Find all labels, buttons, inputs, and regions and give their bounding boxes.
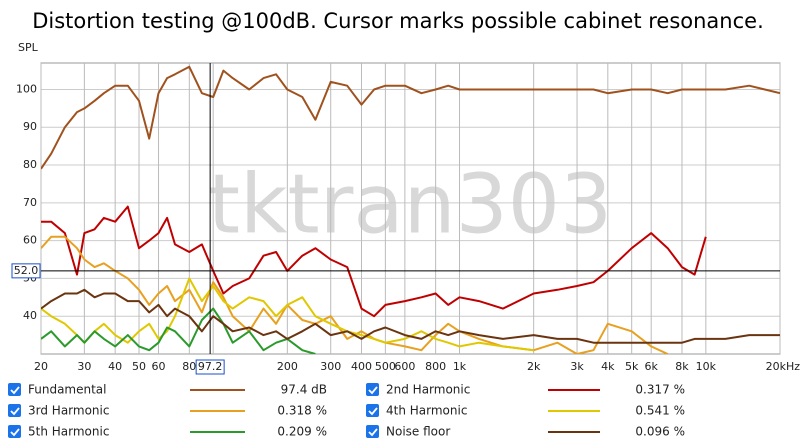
cursor-label-box bbox=[11, 263, 41, 279]
legend-name: Noise floor bbox=[386, 425, 450, 439]
y-tick-label: 40 bbox=[23, 309, 37, 322]
y-tick-label: 80 bbox=[23, 158, 37, 171]
x-tick-label: 400 bbox=[351, 360, 372, 373]
y-tick-label: 90 bbox=[23, 120, 37, 133]
legend-reading: 0.317 % bbox=[635, 383, 685, 397]
y-axis-label: SPL bbox=[18, 41, 39, 54]
x-tick-label: 500 bbox=[375, 360, 396, 373]
legend-reading: 0.318 % bbox=[277, 404, 327, 418]
checkbox-check bbox=[10, 407, 20, 416]
checkbox-box bbox=[8, 404, 21, 417]
legend-checkbox[interactable] bbox=[8, 425, 21, 438]
x-tick-label: 10k bbox=[696, 360, 717, 373]
x-tick-label: 1k bbox=[453, 360, 467, 373]
x-tick-label: 800 bbox=[425, 360, 446, 373]
x-tick-label: 3k bbox=[570, 360, 584, 373]
x-tick-label: 20 bbox=[34, 360, 48, 373]
legend-reading: 0.096 % bbox=[635, 425, 685, 439]
cursor-y-label: 52.0 bbox=[14, 264, 39, 277]
y-tick-label: 70 bbox=[23, 196, 37, 209]
checkbox-box bbox=[8, 425, 21, 438]
checkbox-check bbox=[10, 428, 20, 437]
cursor-x-label: 97.2 bbox=[198, 360, 223, 373]
legend-reading: 0.541 % bbox=[635, 404, 685, 418]
legend-checkbox[interactable] bbox=[8, 404, 21, 417]
x-tick-label: 2k bbox=[527, 360, 541, 373]
cursor-label-box bbox=[195, 359, 225, 375]
legend-reading: 0.209 % bbox=[277, 425, 327, 439]
legend-name: 2nd Harmonic bbox=[386, 383, 470, 397]
y-tick-label: 60 bbox=[23, 234, 37, 247]
x-tick-label: 40 bbox=[108, 360, 122, 373]
x-tick-label: 20kHz bbox=[766, 360, 800, 373]
x-tick-label: 30 bbox=[77, 360, 91, 373]
legend-name: 5th Harmonic bbox=[28, 425, 109, 439]
checkbox-box bbox=[8, 383, 21, 396]
x-tick-label: 80 bbox=[182, 360, 196, 373]
series-line bbox=[41, 205, 707, 318]
x-tick-label: 50 bbox=[132, 360, 146, 373]
checkbox-box bbox=[366, 425, 379, 438]
series-line bbox=[41, 65, 780, 170]
checkbox-check bbox=[368, 386, 378, 395]
x-tick-label: 300 bbox=[320, 360, 341, 373]
x-tick-label: 6k bbox=[645, 360, 659, 373]
plot-lines bbox=[41, 65, 780, 354]
legend-name: 4th Harmonic bbox=[386, 404, 467, 418]
legend-name: 3rd Harmonic bbox=[28, 404, 109, 418]
checkbox-box bbox=[366, 383, 379, 396]
series-line bbox=[41, 277, 534, 352]
x-tick-label: 5k bbox=[625, 360, 639, 373]
y-tick-label: 100 bbox=[16, 82, 37, 95]
legend-checkbox[interactable] bbox=[366, 383, 379, 396]
checkbox-box bbox=[366, 404, 379, 417]
legend-name: Fundamental bbox=[28, 383, 107, 397]
x-tick-label: 200 bbox=[277, 360, 298, 373]
checkbox-check bbox=[368, 428, 378, 437]
series-line bbox=[41, 288, 780, 344]
x-tick-label: 4k bbox=[601, 360, 615, 373]
legend-checkbox[interactable] bbox=[8, 383, 21, 396]
watermark: tktran303 bbox=[208, 157, 612, 252]
checkbox-check bbox=[10, 386, 20, 395]
x-tick-label: 60 bbox=[152, 360, 166, 373]
legend-checkbox[interactable] bbox=[366, 404, 379, 417]
legend-reading: 97.4 dB bbox=[281, 383, 327, 397]
legend-checkbox[interactable] bbox=[366, 425, 379, 438]
x-tick-label: 600 bbox=[394, 360, 415, 373]
x-tick-label: 8k bbox=[675, 360, 689, 373]
chart-title: Distortion testing @100dB. Cursor marks … bbox=[32, 9, 764, 33]
series-line bbox=[41, 307, 316, 354]
checkbox-check bbox=[368, 407, 378, 416]
